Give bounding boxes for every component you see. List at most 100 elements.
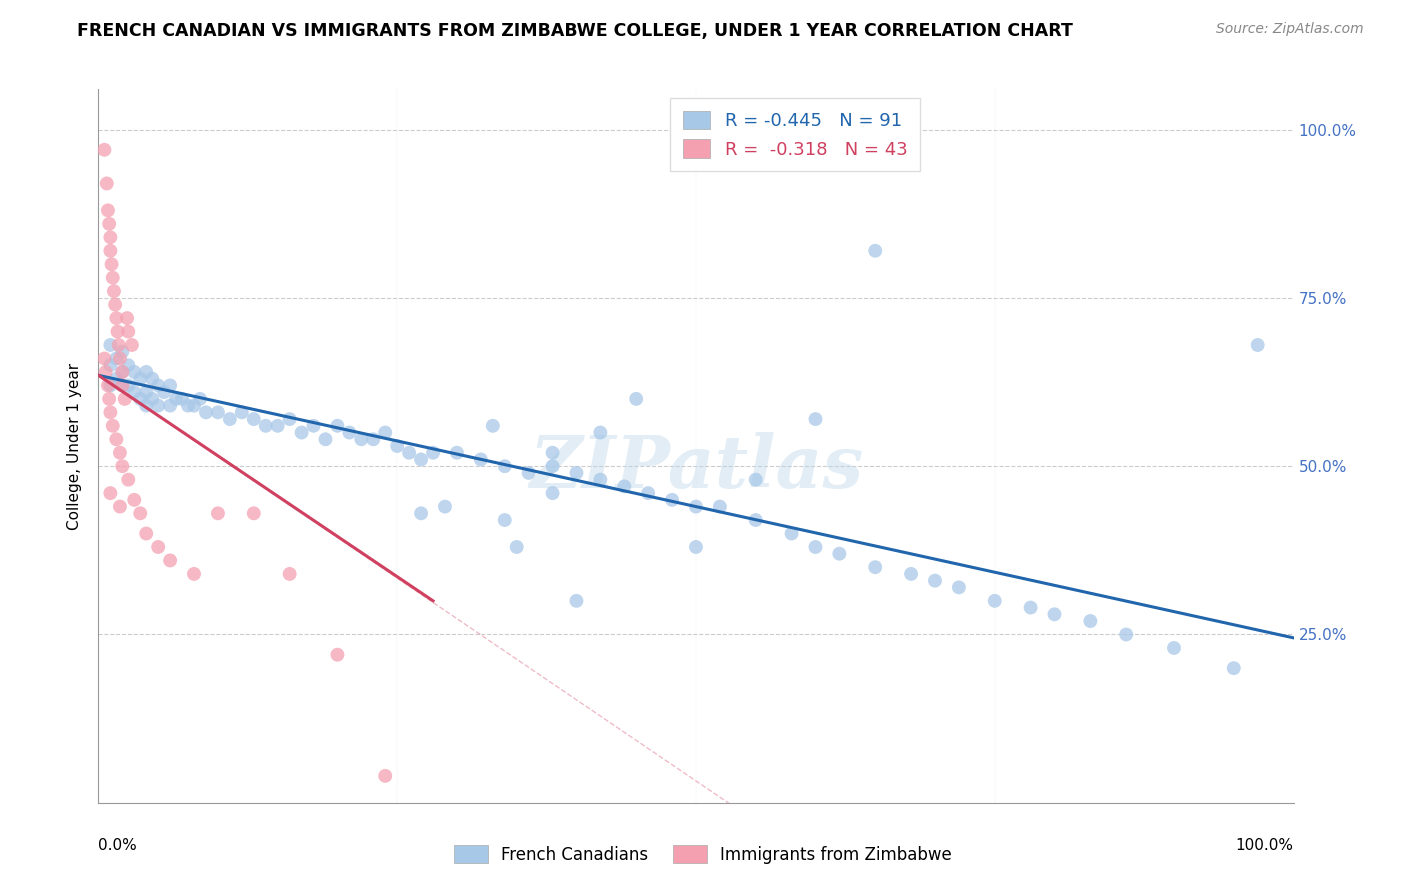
Point: [135, 385, 157, 400]
Point: [100, 257, 122, 271]
Point: [98, 217, 121, 231]
Legend: R = -0.445   N = 91, R =  -0.318   N = 43: R = -0.445 N = 91, R = -0.318 N = 43: [671, 98, 920, 171]
Point: [188, 392, 211, 406]
Point: [111, 378, 134, 392]
Point: [183, 566, 205, 581]
Point: [124, 365, 146, 379]
Point: [374, 769, 396, 783]
Point: [101, 418, 124, 433]
Point: [422, 446, 444, 460]
Point: [709, 500, 731, 514]
Point: [243, 506, 266, 520]
Point: [172, 392, 194, 406]
Point: [107, 338, 129, 352]
Point: [446, 446, 468, 460]
Point: [153, 385, 176, 400]
Point: [589, 425, 612, 440]
Point: [129, 372, 152, 386]
Point: [124, 492, 146, 507]
Point: [411, 506, 433, 520]
Point: [115, 311, 138, 326]
Legend: French Canadians, Immigrants from Zimbabwe: French Canadians, Immigrants from Zimbab…: [447, 838, 959, 871]
Point: [231, 405, 253, 419]
Point: [97, 203, 120, 218]
Point: [315, 432, 337, 446]
Point: [804, 540, 827, 554]
Point: [117, 358, 139, 372]
Point: [780, 526, 803, 541]
Text: 0.0%: 0.0%: [98, 838, 138, 854]
Point: [589, 473, 612, 487]
Point: [98, 392, 121, 406]
Point: [613, 479, 636, 493]
Point: [98, 405, 122, 419]
Point: [363, 432, 385, 446]
Point: [685, 540, 707, 554]
Point: [93, 351, 115, 366]
Point: [541, 446, 564, 460]
Text: 100.0%: 100.0%: [1236, 838, 1294, 854]
Point: [434, 500, 457, 514]
Point: [114, 392, 136, 406]
Point: [94, 365, 117, 379]
Point: [103, 284, 125, 298]
Point: [111, 344, 134, 359]
Text: Source: ZipAtlas.com: Source: ZipAtlas.com: [1216, 22, 1364, 37]
Point: [98, 244, 122, 258]
Point: [135, 399, 157, 413]
Point: [135, 365, 157, 379]
Point: [207, 405, 229, 419]
Point: [411, 452, 433, 467]
Point: [494, 513, 516, 527]
Point: [219, 412, 242, 426]
Point: [470, 452, 492, 467]
Point: [98, 230, 122, 244]
Point: [1223, 661, 1246, 675]
Point: [105, 432, 128, 446]
Point: [93, 143, 115, 157]
Point: [177, 399, 200, 413]
Point: [326, 648, 349, 662]
Point: [517, 466, 540, 480]
Point: [148, 399, 170, 413]
Point: [745, 513, 768, 527]
Point: [291, 425, 314, 440]
Point: [481, 418, 505, 433]
Text: FRENCH CANADIAN VS IMMIGRANTS FROM ZIMBABWE COLLEGE, UNDER 1 YEAR CORRELATION CH: FRENCH CANADIAN VS IMMIGRANTS FROM ZIMBA…: [77, 22, 1073, 40]
Point: [111, 459, 134, 474]
Point: [745, 473, 768, 487]
Point: [385, 439, 409, 453]
Point: [108, 351, 131, 366]
Point: [207, 506, 229, 520]
Point: [104, 298, 127, 312]
Point: [339, 425, 361, 440]
Point: [637, 486, 659, 500]
Point: [105, 311, 128, 326]
Point: [105, 351, 128, 366]
Point: [135, 526, 157, 541]
Point: [900, 566, 922, 581]
Point: [506, 540, 529, 554]
Point: [108, 446, 131, 460]
Point: [326, 418, 349, 433]
Point: [98, 338, 122, 352]
Point: [97, 378, 120, 392]
Point: [267, 418, 290, 433]
Point: [105, 372, 128, 386]
Point: [117, 325, 139, 339]
Point: [141, 392, 163, 406]
Point: [984, 594, 1007, 608]
Point: [541, 486, 564, 500]
Point: [1019, 600, 1042, 615]
Point: [254, 418, 277, 433]
Point: [159, 553, 181, 567]
Point: [117, 473, 139, 487]
Point: [494, 459, 516, 474]
Point: [278, 566, 301, 581]
Point: [350, 432, 373, 446]
Point: [195, 405, 218, 419]
Point: [129, 392, 152, 406]
Point: [148, 540, 170, 554]
Point: [1247, 338, 1270, 352]
Point: [1163, 640, 1185, 655]
